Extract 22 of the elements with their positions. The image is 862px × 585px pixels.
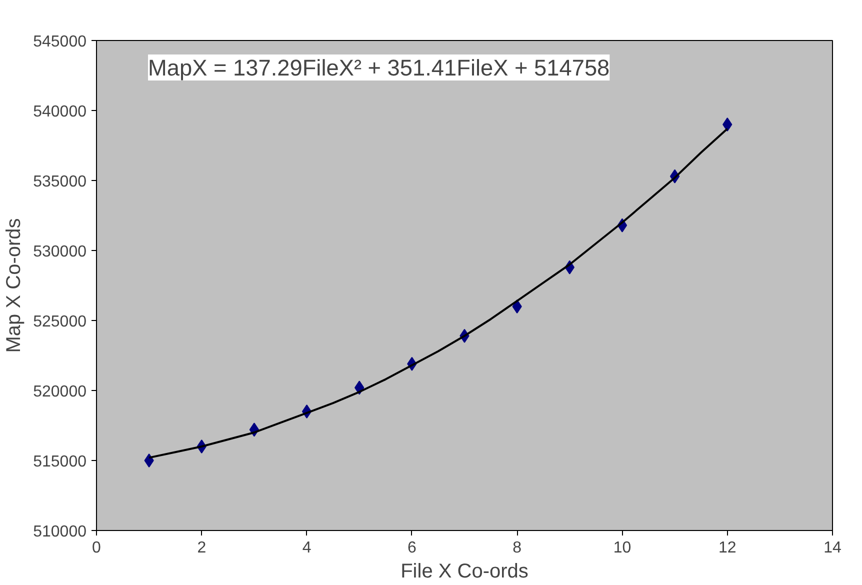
point <box>722 118 732 132</box>
y-tick-label: 510000 <box>33 524 87 540</box>
point <box>144 454 154 468</box>
y-tick-label: 545000 <box>33 34 87 50</box>
x-axis-title: File X Co-ords <box>400 560 528 582</box>
y-tick-label: 520000 <box>33 384 87 400</box>
point <box>512 300 522 314</box>
x-tick-label: 2 <box>197 540 206 556</box>
y-tick-label: 515000 <box>33 454 87 470</box>
x-tick-label: 10 <box>613 540 632 556</box>
y-tick-label: 525000 <box>33 314 87 330</box>
x-tick-label: 8 <box>512 540 522 556</box>
x-tick-label: 12 <box>718 540 736 556</box>
x-tick-label: 0 <box>92 540 102 556</box>
y-axis-title: Map X Co-ords <box>3 218 26 353</box>
x-tick-label: 14 <box>824 540 842 556</box>
x-tick-label: 4 <box>302 540 312 556</box>
y-tick-label: 535000 <box>33 174 87 190</box>
annotation: MapX = 137.29FileX² + 351.41FileX + 514758 <box>148 54 610 80</box>
x-tick-label: 6 <box>407 540 416 556</box>
y-tick-label: 530000 <box>33 244 87 260</box>
y-tick-label: 540000 <box>33 104 87 120</box>
